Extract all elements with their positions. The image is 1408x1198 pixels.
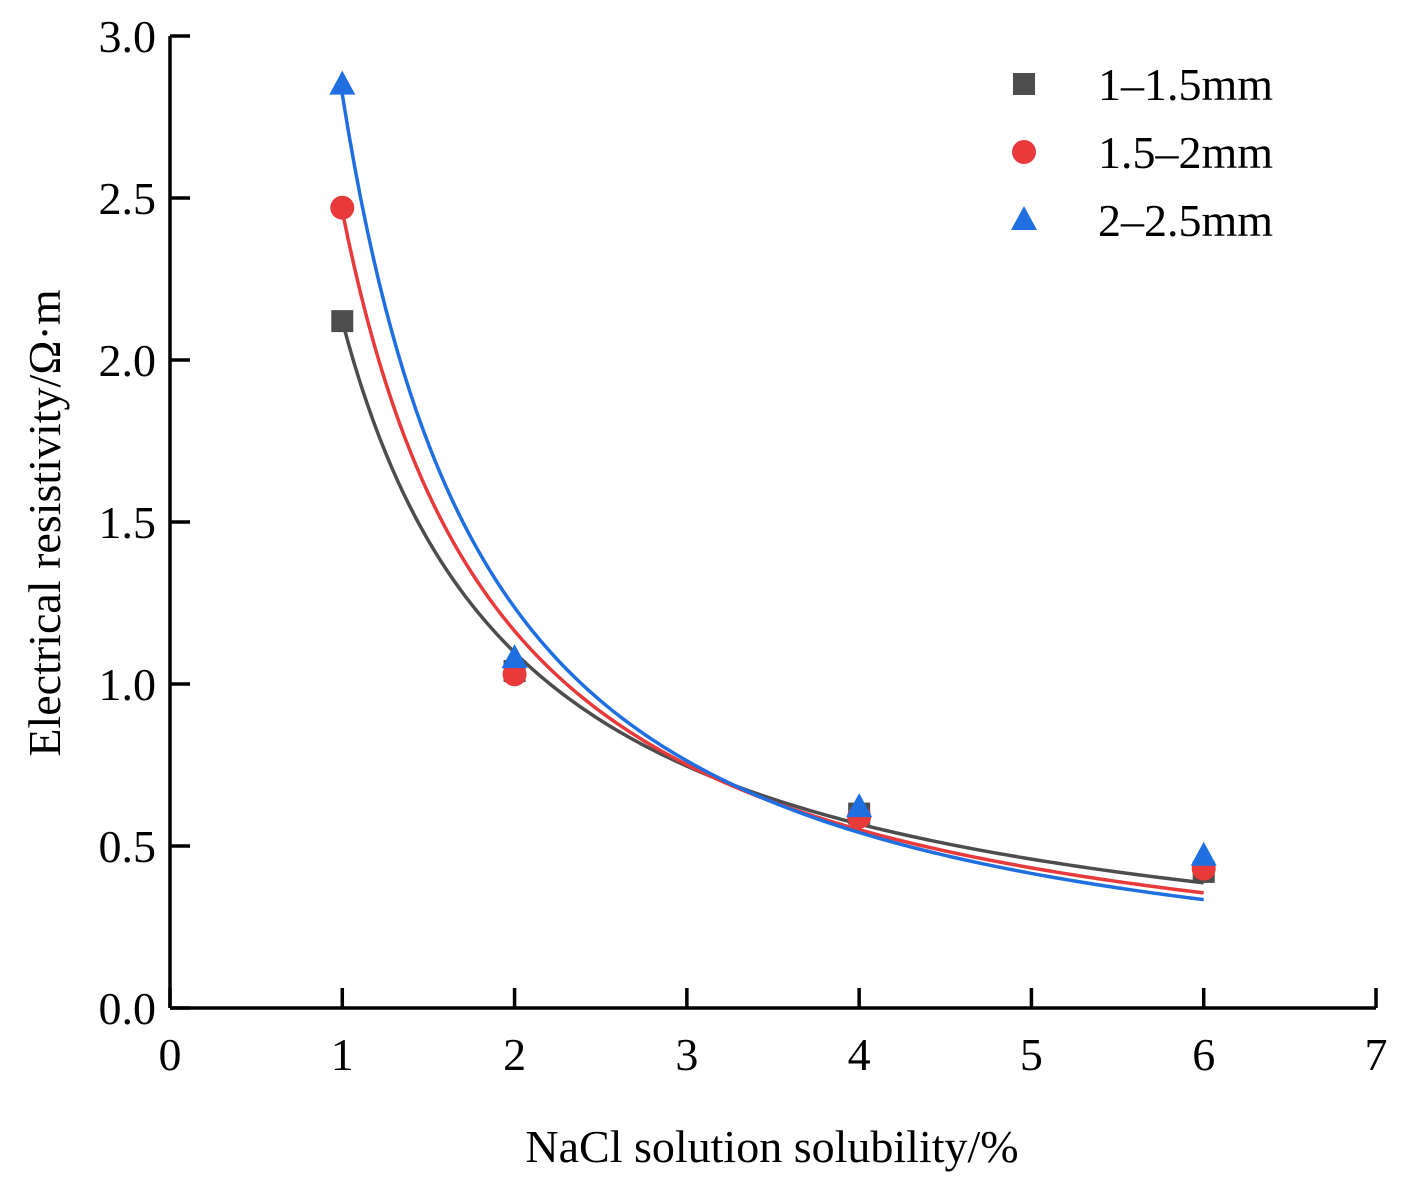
data-points [329,70,1217,883]
legend-marker-3 [1011,206,1037,230]
data-point-series-1 [331,310,354,333]
x-tick-label: 3 [675,1029,698,1080]
fit-curve-2 [340,210,1204,895]
y-tick-label: 1.5 [99,497,157,548]
legend-label-3: 2–2.5mm [1098,195,1273,246]
legend-label-2: 1.5–2mm [1098,127,1273,178]
legend-marker-1 [1013,73,1035,95]
y-tick-label: 1.0 [99,659,157,710]
data-point-series-3 [501,644,528,669]
x-tick-label: 2 [503,1029,526,1080]
data-point-series-3 [846,793,873,818]
y-tick-label: 0.5 [99,821,157,872]
data-point-series-3 [1190,841,1217,866]
legend: 1–1.5mm 1.5–2mm 2–2.5mm [1011,59,1273,246]
fit-curves [340,94,1204,902]
x-tick-label: 6 [1192,1029,1215,1080]
x-tick-label: 4 [848,1029,871,1080]
legend-marker-2 [1012,140,1036,164]
data-point-series-3 [329,70,356,95]
x-tick-label: 5 [1020,1029,1043,1080]
data-point-series-2 [502,662,527,687]
x-tick-label: 7 [1365,1029,1388,1080]
x-tick-label: 1 [331,1029,354,1080]
y-tick-label: 2.5 [99,173,157,224]
x-axis-title: NaCl solution solubility/% [525,1121,1018,1172]
y-tick-label: 2.0 [99,335,157,386]
y-axis-title: Electrical resistivity/Ω·m [19,289,70,756]
x-tick-label: 0 [159,1029,182,1080]
fit-curve-3 [340,94,1204,902]
fit-curve-1 [340,320,1204,885]
y-tick-label: 3.0 [99,11,157,62]
y-tick-label: 0.0 [99,983,157,1034]
data-point-series-2 [330,195,355,220]
legend-label-1: 1–1.5mm [1098,59,1273,110]
ticks: 0 1 2 3 4 5 6 7 0.0 0.5 1.0 1.5 2.0 2.5 3.0 [99,11,1388,1080]
